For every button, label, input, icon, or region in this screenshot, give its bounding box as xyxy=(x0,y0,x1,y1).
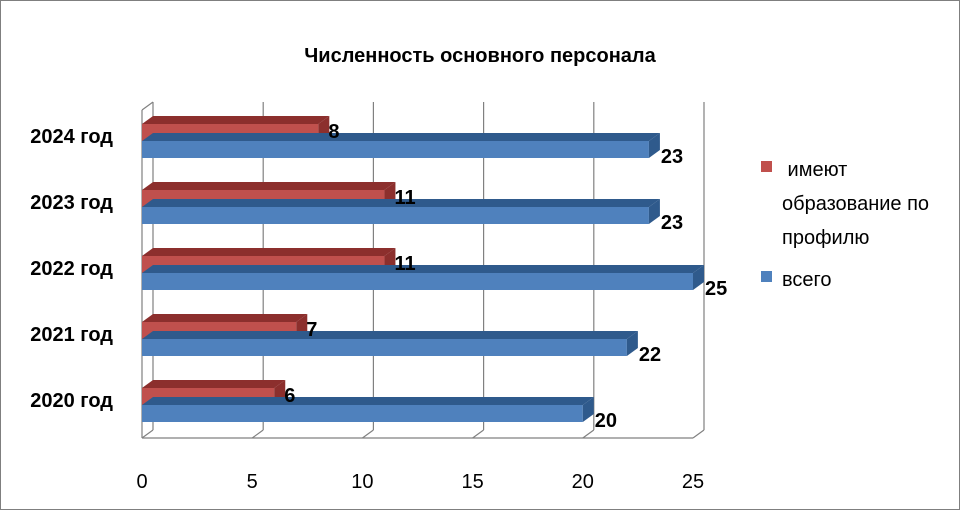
bar-profile-3-top-face xyxy=(142,182,396,190)
legend-swatch-1 xyxy=(761,271,772,282)
legend-label-0-line-2: профилю xyxy=(782,227,869,249)
bar-total-0-top-face xyxy=(142,397,594,405)
category-label-4: 2024 год xyxy=(30,126,113,148)
category-label-0: 2020 год xyxy=(30,390,113,412)
floor-diagonal-15 xyxy=(472,429,484,439)
bar-total-4-top-face xyxy=(142,133,660,141)
bar-total-1-end-face xyxy=(626,331,638,356)
x-tick-label-25: 25 xyxy=(682,471,704,493)
bar-total-1-top-face xyxy=(142,331,638,339)
bar-total-2-top-face xyxy=(142,265,704,273)
plot-area: 0 5 10 15 20 25 6 20 2020 год 7 22 2021 год 11 25 2022… xyxy=(30,101,727,493)
x-tick-label-5: 5 xyxy=(247,471,258,493)
bar-profile-0-top-face xyxy=(142,380,286,388)
data-label-profile-1: 7 xyxy=(306,319,317,341)
chart-title: Численность основного персонала xyxy=(304,45,656,67)
x-tick-label-0: 0 xyxy=(136,471,147,493)
legend: имеют образование по профилю всего xyxy=(761,159,929,291)
category-label-2: 2022 год xyxy=(30,258,113,280)
data-label-profile-4: 8 xyxy=(328,121,339,143)
legend-label-1-line-0: всего xyxy=(782,269,832,291)
bar-total-2-front-face xyxy=(142,273,693,290)
category-label-1: 2021 год xyxy=(30,324,113,346)
data-label-profile-0: 6 xyxy=(284,385,295,407)
bar-total-4-end-face xyxy=(648,133,660,158)
x-tick-label-10: 10 xyxy=(351,471,373,493)
bar-total-0-end-face xyxy=(582,397,594,422)
legend-label-0-line-1: образование по xyxy=(782,193,929,215)
legend-swatch-0 xyxy=(761,161,772,172)
bar-total-3-front-face xyxy=(142,207,649,224)
bar-total-0-front-face xyxy=(142,405,583,422)
legend-label-0-line-0: имеют xyxy=(782,159,847,181)
data-label-total-3: 23 xyxy=(661,212,683,234)
bar-total-1-front-face xyxy=(142,339,627,356)
data-label-total-1: 22 xyxy=(639,344,661,366)
floor-diagonal-20 xyxy=(582,429,595,439)
floor-diagonal-25 xyxy=(692,429,705,439)
bar-total-3-top-face xyxy=(142,199,660,207)
x-tick-label-15: 15 xyxy=(461,471,483,493)
x-tick-label-20: 20 xyxy=(572,471,594,493)
data-label-profile-2: 11 xyxy=(394,253,415,275)
bar-profile-4-top-face xyxy=(142,116,330,124)
data-label-profile-3: 11 xyxy=(394,187,415,209)
bar-total-4-front-face xyxy=(142,141,649,158)
left-wall-top xyxy=(141,101,154,111)
floor-diagonal-0 xyxy=(141,429,154,439)
floor-diagonal-10 xyxy=(362,429,374,439)
floor-diagonal-5 xyxy=(251,429,264,439)
bar-profile-1-top-face xyxy=(142,314,308,322)
bar-total-2-end-face xyxy=(693,265,704,290)
category-label-3: 2023 год xyxy=(30,192,113,214)
data-label-total-2: 25 xyxy=(705,278,727,300)
bar-total-3-end-face xyxy=(648,199,660,224)
data-label-total-4: 23 xyxy=(661,146,683,168)
bar-profile-2-top-face xyxy=(142,248,396,256)
data-label-total-0: 20 xyxy=(595,410,617,432)
